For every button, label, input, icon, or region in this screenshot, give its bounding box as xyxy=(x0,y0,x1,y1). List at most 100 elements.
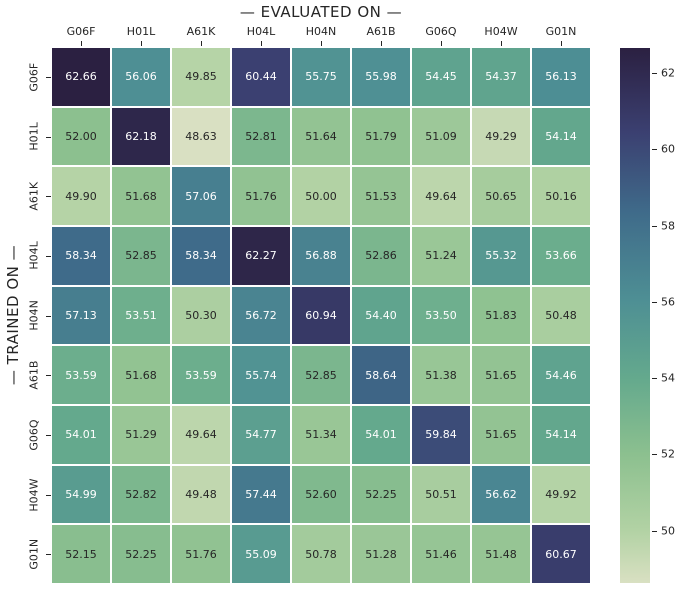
colorbar-tick-mark xyxy=(652,73,657,75)
colorbar-tick-label: 54 xyxy=(661,371,675,385)
y-tick-mark xyxy=(46,315,51,317)
y-tick-label: H01L xyxy=(27,122,41,151)
heatmap-cell: 52.00 xyxy=(52,107,110,166)
y-tick-mark xyxy=(46,434,51,436)
x-tick-label: H04N xyxy=(305,25,337,38)
heatmap-cell: 52.25 xyxy=(112,525,170,583)
heatmap-cell: 56.72 xyxy=(232,286,290,345)
heatmap-grid: 62.66 56.06 49.85 60.44 55.75 55.98 54.45 54.37… xyxy=(52,48,590,583)
heatmap-cell: 51.79 xyxy=(352,107,410,166)
y-tick-mark xyxy=(46,494,51,496)
heatmap-cell: 58.34 xyxy=(52,227,110,285)
heatmap-cell: 54.40 xyxy=(352,286,410,345)
heatmap-cell: 55.09 xyxy=(232,525,290,583)
y-tick-mark xyxy=(46,375,51,377)
heatmap-cell: 49.29 xyxy=(472,107,530,166)
heatmap-cell: 54.14 xyxy=(532,406,590,464)
heatmap-cell: 56.62 xyxy=(472,465,530,524)
heatmap-cell: 51.76 xyxy=(232,167,290,225)
y-axis-title: — TRAINED ON — xyxy=(4,244,22,386)
y-tick-label: A61B xyxy=(27,360,41,390)
heatmap-cell: 52.82 xyxy=(112,465,170,524)
heatmap-cell: 57.44 xyxy=(232,465,290,524)
heatmap-cell: 49.90 xyxy=(52,167,110,225)
heatmap-cell: 56.13 xyxy=(532,48,590,106)
colorbar-tick-label: 62 xyxy=(661,66,675,80)
heatmap-cell: 50.48 xyxy=(532,286,590,345)
heatmap-cell: 52.85 xyxy=(112,227,170,285)
heatmap-cell: 49.64 xyxy=(172,406,230,464)
heatmap-cell: 49.64 xyxy=(412,167,470,225)
heatmap-cell: 57.13 xyxy=(52,286,110,345)
heatmap-cell: 55.75 xyxy=(292,48,350,106)
heatmap-cell: 51.64 xyxy=(292,107,350,166)
heatmap-cell: 52.25 xyxy=(352,465,410,524)
heatmap-cell: 52.81 xyxy=(232,107,290,166)
colorbar-tick-label: 56 xyxy=(661,295,675,309)
heatmap-cell: 51.65 xyxy=(472,406,530,464)
heatmap-cell: 50.16 xyxy=(532,167,590,225)
colorbar-tick-mark xyxy=(652,301,657,303)
heatmap-cell: 51.24 xyxy=(412,227,470,285)
x-tick-label: A61B xyxy=(366,25,396,38)
heatmap-cell: 52.85 xyxy=(292,346,350,404)
colorbar-tick-mark xyxy=(652,530,657,532)
heatmap-cell: 52.86 xyxy=(352,227,410,285)
colorbar-tick-label: 52 xyxy=(661,447,675,461)
x-tick-label: G06Q xyxy=(425,25,457,38)
heatmap-cell: 62.66 xyxy=(52,48,110,106)
heatmap-cell: 51.46 xyxy=(412,525,470,583)
heatmap-cell: 51.83 xyxy=(472,286,530,345)
y-tick-mark xyxy=(46,554,51,556)
x-tick-mark xyxy=(321,41,322,46)
x-tick-mark xyxy=(81,41,82,46)
heatmap-cell: 53.66 xyxy=(532,227,590,285)
y-tick-mark xyxy=(46,136,51,138)
heatmap-cell: 51.76 xyxy=(172,525,230,583)
heatmap-cell: 53.50 xyxy=(412,286,470,345)
x-tick-mark xyxy=(381,41,382,46)
x-tick-mark xyxy=(501,41,502,46)
heatmap-cell: 50.00 xyxy=(292,167,350,225)
heatmap-cell: 54.01 xyxy=(352,406,410,464)
heatmap-cell: 52.60 xyxy=(292,465,350,524)
heatmap-cell: 55.32 xyxy=(472,227,530,285)
y-tick-label: G01N xyxy=(27,538,41,570)
heatmap-cell: 56.06 xyxy=(112,48,170,106)
colorbar-tick-mark xyxy=(652,454,657,456)
heatmap-cell: 54.01 xyxy=(52,406,110,464)
heatmap-cell: 54.99 xyxy=(52,465,110,524)
heatmap-cell: 51.65 xyxy=(472,346,530,404)
x-tick-mark xyxy=(441,41,442,46)
x-tick-mark xyxy=(201,41,202,46)
x-tick-mark xyxy=(141,41,142,46)
heatmap-cell: 50.65 xyxy=(472,167,530,225)
x-tick-label: H04W xyxy=(484,25,518,38)
heatmap-cell: 51.34 xyxy=(292,406,350,464)
heatmap-cell: 51.38 xyxy=(412,346,470,404)
heatmap-cell: 60.67 xyxy=(532,525,590,583)
heatmap-cell: 51.53 xyxy=(352,167,410,225)
heatmap-cell: 58.64 xyxy=(352,346,410,404)
y-tick-mark xyxy=(46,196,51,198)
heatmap-cell: 54.45 xyxy=(412,48,470,106)
colorbar-tick-label: 50 xyxy=(661,524,675,538)
heatmap-cell: 54.37 xyxy=(472,48,530,106)
heatmap-cell: 52.15 xyxy=(52,525,110,583)
heatmap-cell: 53.59 xyxy=(52,346,110,404)
heatmap-cell: 51.29 xyxy=(112,406,170,464)
colorbar-tick-label: 60 xyxy=(661,142,675,156)
heatmap-cell: 57.06 xyxy=(172,167,230,225)
colorbar-tick-mark xyxy=(652,378,657,380)
heatmap-cell: 49.92 xyxy=(532,465,590,524)
heatmap-cell: 53.51 xyxy=(112,286,170,345)
heatmap-cell: 53.59 xyxy=(172,346,230,404)
heatmap-cell: 54.77 xyxy=(232,406,290,464)
heatmap-cell: 59.84 xyxy=(412,406,470,464)
heatmap-cell: 60.44 xyxy=(232,48,290,106)
colorbar-tick-mark xyxy=(652,149,657,151)
heatmap-cell: 62.27 xyxy=(232,227,290,285)
y-tick-label: G06Q xyxy=(27,419,41,451)
x-tick-mark xyxy=(561,41,562,46)
y-tick-label: H04W xyxy=(27,477,41,512)
